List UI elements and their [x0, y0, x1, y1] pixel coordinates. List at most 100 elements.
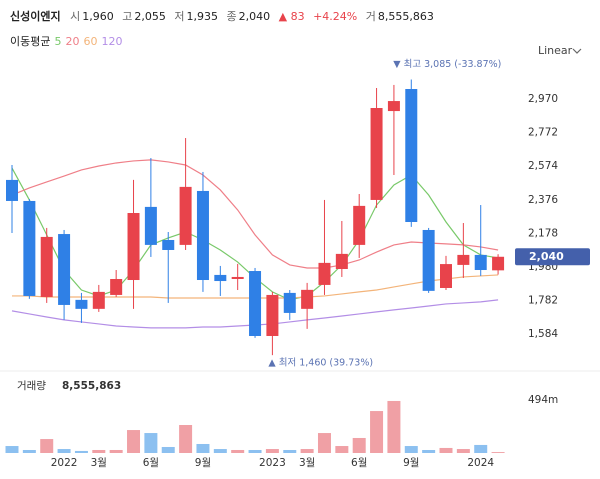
candle-body	[92, 291, 105, 309]
candle-body	[492, 256, 505, 271]
volume-bar	[127, 430, 141, 453]
candle-body	[457, 254, 470, 265]
volume-bar	[404, 446, 418, 453]
candle-body	[474, 254, 487, 271]
candle-body	[405, 89, 418, 222]
volume-bar	[22, 449, 36, 453]
volume-bar	[213, 449, 227, 453]
x-tick-label: 2023	[259, 457, 286, 469]
candle-body	[179, 186, 192, 245]
volume-bar	[5, 446, 19, 453]
candle-body	[23, 200, 36, 296]
change-arrow: ▲	[278, 10, 288, 23]
open-label: 시	[70, 10, 81, 23]
ma-label: 이동평균	[10, 35, 51, 48]
volume-bar	[265, 449, 279, 453]
volume-bar	[109, 449, 123, 453]
x-tick-label: 2024	[467, 457, 494, 469]
candle-body	[75, 299, 88, 309]
candle-body	[231, 276, 244, 279]
volume-bar	[92, 449, 106, 453]
ma-legend: 이동평균 5 20 60 120	[10, 33, 126, 49]
stock-name: 신성이엔지	[10, 10, 61, 23]
volume-label: 거래량	[17, 380, 46, 392]
x-tick-label: 3월	[299, 457, 315, 469]
close-value: 2,040	[238, 10, 271, 23]
candle-body	[214, 274, 227, 282]
candle-body	[266, 294, 279, 336]
change-value: 83	[290, 10, 305, 23]
last-price-tag	[515, 248, 590, 266]
close-label: 종	[226, 10, 237, 23]
volume-bar	[144, 433, 158, 453]
volume-bar	[248, 449, 262, 453]
low-label: 저	[174, 10, 185, 23]
candle-body	[353, 205, 366, 245]
low-annotation: ▲ 최저 1,460 (39.73%)	[268, 358, 373, 369]
volume-bar	[439, 447, 453, 453]
header: 신성이엔지 시 1,960 고 2,055 저 1,935 종 2,040 ▲ 83 +…	[10, 8, 439, 24]
candle-body	[301, 289, 314, 309]
y-tick-label: 1,584	[528, 328, 558, 340]
y-tick-label: 2,574	[528, 160, 558, 172]
candle-body	[58, 234, 71, 305]
legend-entry[interactable]: 5	[54, 35, 62, 48]
candle-body	[387, 101, 400, 112]
volume-bar	[196, 443, 210, 453]
y-tick-label: 2,970	[528, 93, 558, 105]
legend-entry[interactable]: 120	[101, 35, 123, 48]
volume-bar	[300, 449, 314, 453]
candle-body	[422, 229, 435, 291]
dropdown-icon[interactable]	[572, 48, 582, 54]
candle-body	[249, 271, 262, 336]
scale-mode[interactable]: Linear	[538, 44, 573, 57]
volume-bar	[335, 446, 349, 453]
candle-body	[335, 253, 348, 269]
volume-bar	[352, 437, 366, 453]
x-tick-label: 6월	[351, 457, 367, 469]
open-value: 1,960	[82, 10, 114, 23]
candle-body	[440, 264, 452, 288]
x-tick-label: 2022	[51, 457, 78, 469]
legend-entry[interactable]: 60	[83, 35, 98, 48]
candle-body	[370, 108, 383, 200]
candle-body	[110, 278, 123, 295]
change-pct: +4.24%	[313, 10, 358, 23]
volume-bar	[179, 424, 193, 453]
volume-bar	[474, 444, 488, 453]
low-value: 1,935	[186, 10, 218, 23]
candle-body	[283, 292, 296, 313]
candle-body	[318, 262, 331, 285]
x-tick-label: 9월	[403, 457, 419, 469]
volume-bar	[422, 449, 436, 453]
legend-entry[interactable]: 20	[65, 35, 80, 48]
volume-bar	[161, 446, 175, 453]
volume-bar	[74, 450, 88, 453]
y-tick-label: 2,772	[528, 127, 558, 139]
volume-bar	[40, 439, 54, 453]
volume-label: 거	[365, 10, 376, 23]
candle-body	[144, 206, 157, 245]
volume-bar	[370, 411, 384, 453]
volume-bar	[57, 449, 71, 453]
volume-bar	[456, 449, 470, 453]
volume-value: 8,555,863	[377, 10, 434, 23]
candle-body	[196, 190, 209, 281]
y-tick-label: 2,376	[528, 194, 558, 206]
volume-total: 8,555,863	[62, 380, 121, 392]
volume-tick-label: 494m	[528, 394, 558, 406]
volume-bar	[387, 400, 401, 453]
last-price-label: 2,040	[529, 250, 564, 263]
candle-body	[162, 239, 175, 250]
volume-bar	[283, 449, 297, 453]
high-label: 고	[122, 10, 133, 23]
volume-bar	[317, 433, 331, 453]
volume-bar	[491, 452, 505, 453]
y-tick-label: 1,782	[528, 295, 558, 307]
volume-bar	[231, 449, 245, 453]
x-tick-label: 9월	[195, 457, 211, 469]
x-tick-label: 6월	[143, 457, 159, 469]
ma-line	[11, 159, 499, 269]
y-tick-label: 2,178	[528, 227, 558, 239]
